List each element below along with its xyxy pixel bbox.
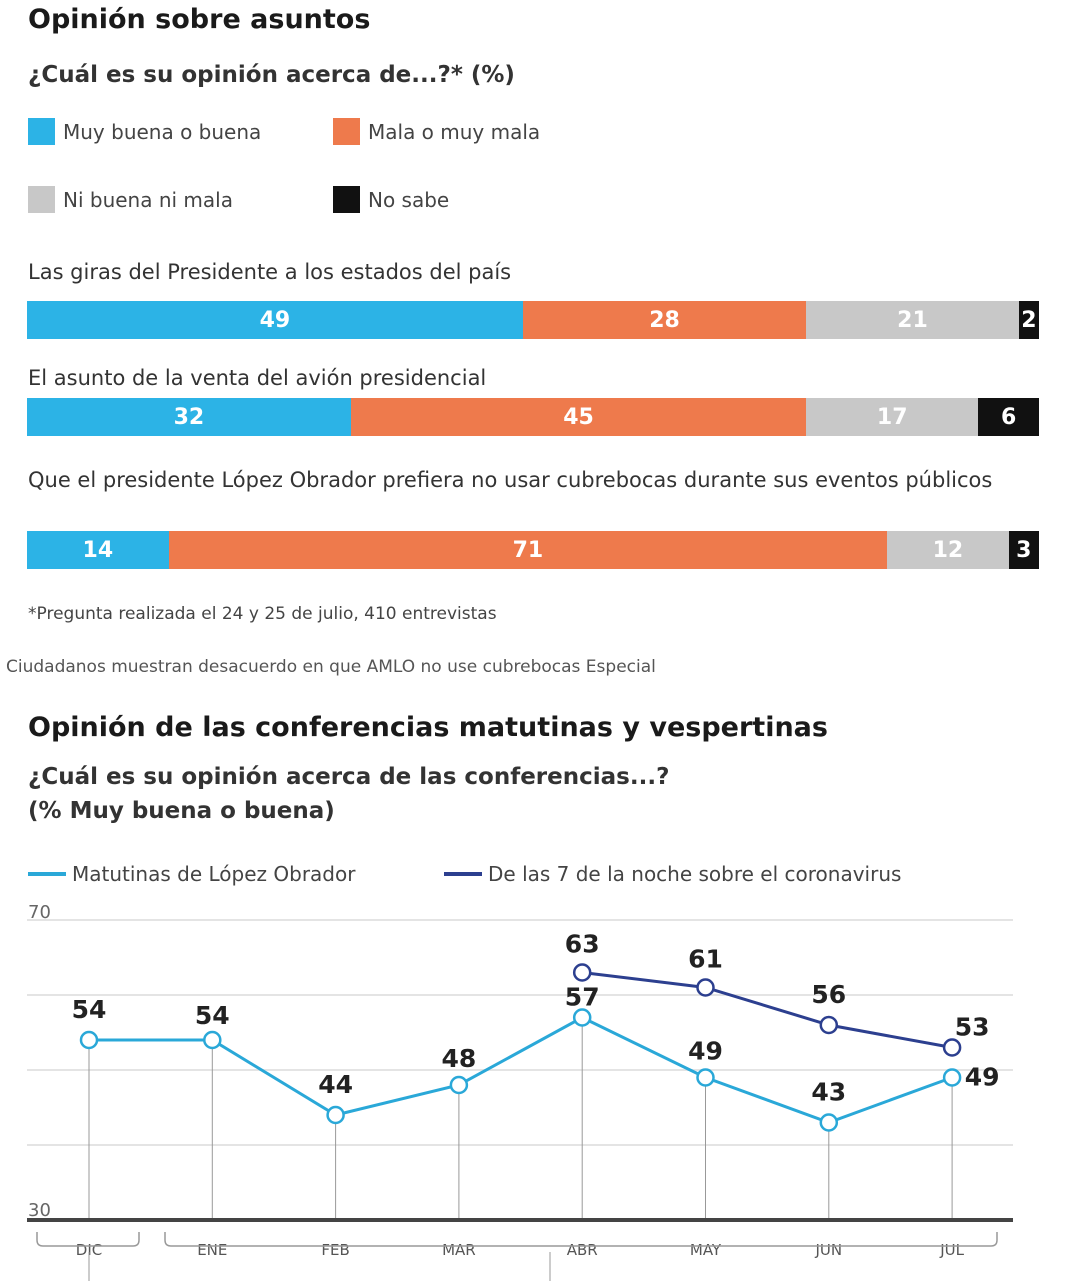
bar-segment: 3 [1008, 531, 1039, 569]
legend-label: Mala o muy mala [368, 119, 541, 144]
bar-segment: 32 [27, 398, 351, 436]
data-point [572, 1008, 592, 1027]
data-point [203, 1030, 222, 1050]
x-tick-label: ENE [197, 1241, 227, 1259]
legend-line [444, 872, 482, 876]
data-label: 53 [955, 1013, 990, 1042]
data-point [572, 963, 592, 982]
section2-subtitle: ¿Cuál es su opinión acerca de las confer… [28, 764, 670, 790]
series-line [582, 971, 953, 1049]
data-label: 48 [442, 1044, 477, 1073]
legend-line [28, 872, 66, 876]
line-legend-item: De las 7 de la noche sobre el coronaviru… [444, 862, 901, 886]
bar-category-label: El asunto de la venta del avión presiden… [28, 366, 487, 390]
legend-label: Matutinas de López Obrador [72, 862, 356, 886]
data-label: 43 [811, 1078, 846, 1107]
legend-item: No sabe [333, 186, 449, 213]
bar-category-label: Que el presidente López Obrador prefiera… [28, 468, 993, 492]
legend-label: Ni buena ni mala [63, 187, 233, 212]
section1-subtitle: ¿Cuál es su opinión acerca de...?* (%) [28, 62, 515, 88]
data-point [696, 978, 715, 997]
bar-segment: 49 [27, 301, 523, 339]
data-point [819, 1015, 839, 1035]
bar-segment: 45 [350, 398, 807, 436]
x-tick-label: ABR [567, 1241, 598, 1259]
data-point [819, 1113, 839, 1132]
bar-segment: 12 [887, 531, 1009, 569]
year-bracket [164, 1232, 998, 1247]
year-bracket [36, 1232, 140, 1247]
data-label: 54 [72, 995, 107, 1024]
data-label: 49 [688, 1037, 723, 1066]
bar-segment: 17 [806, 398, 979, 436]
data-label: 54 [195, 1001, 230, 1030]
legend-label: De las 7 de la noche sobre el coronaviru… [488, 862, 902, 886]
data-label: 63 [565, 930, 600, 959]
caption: Ciudadanos muestran desacuerdo en que AM… [6, 657, 656, 677]
y-tick-label: 30 [28, 1200, 51, 1221]
legend-item: Ni buena ni mala [28, 186, 233, 213]
legend-swatch [333, 186, 360, 213]
legend-swatch [28, 118, 55, 145]
bar-segment: 28 [522, 301, 807, 339]
data-point [79, 1030, 99, 1050]
data-point [942, 1038, 962, 1057]
bar-category-label: Las giras del Presidente a los estados d… [28, 260, 512, 284]
legend-swatch [333, 118, 360, 145]
legend-label: No sabe [368, 187, 450, 212]
data-label: 61 [688, 945, 723, 974]
data-label: 44 [318, 1070, 353, 1099]
bar-segment: 6 [978, 398, 1039, 436]
stacked-bar: 32 45 17 6 [27, 398, 1039, 436]
data-label: 57 [565, 983, 600, 1012]
data-point [696, 1068, 715, 1087]
data-label: 49 [965, 1063, 1000, 1092]
y-tick-label: 70 [28, 902, 51, 923]
line-legend-item: Matutinas de López Obrador [28, 862, 355, 886]
series-line [89, 1015, 953, 1125]
stacked-bar: 49 28 21 2 [27, 301, 1039, 339]
bar-segment: 71 [168, 531, 888, 569]
x-tick-label: JUL [939, 1241, 964, 1259]
x-tick-label: FEB [321, 1241, 349, 1259]
bar-segment: 2 [1018, 301, 1039, 339]
legend-swatch [28, 186, 55, 213]
section1-title: Opinión sobre asuntos [28, 4, 371, 35]
data-point [326, 1105, 345, 1125]
x-tick-label: MAY [690, 1241, 722, 1259]
data-point [942, 1068, 962, 1087]
section2-subtitle-unit: (% Muy buena o buena) [28, 798, 335, 824]
legend-item: Muy buena o buena [28, 118, 261, 145]
stacked-bar: 14 71 12 3 [27, 531, 1039, 569]
bar-segment: 21 [806, 301, 1019, 339]
footnote: *Pregunta realizada el 24 y 25 de julio,… [28, 604, 497, 624]
legend-item: Mala o muy mala [333, 118, 540, 145]
section2-title: Opinión de las conferencias matutinas y … [28, 712, 828, 743]
data-label: 56 [811, 980, 846, 1009]
x-tick-label: JUN [814, 1241, 842, 1259]
legend-label: Muy buena o buena [63, 119, 262, 144]
data-point [449, 1075, 469, 1095]
x-tick-label: MAR [442, 1241, 476, 1259]
bar-segment: 14 [27, 531, 169, 569]
